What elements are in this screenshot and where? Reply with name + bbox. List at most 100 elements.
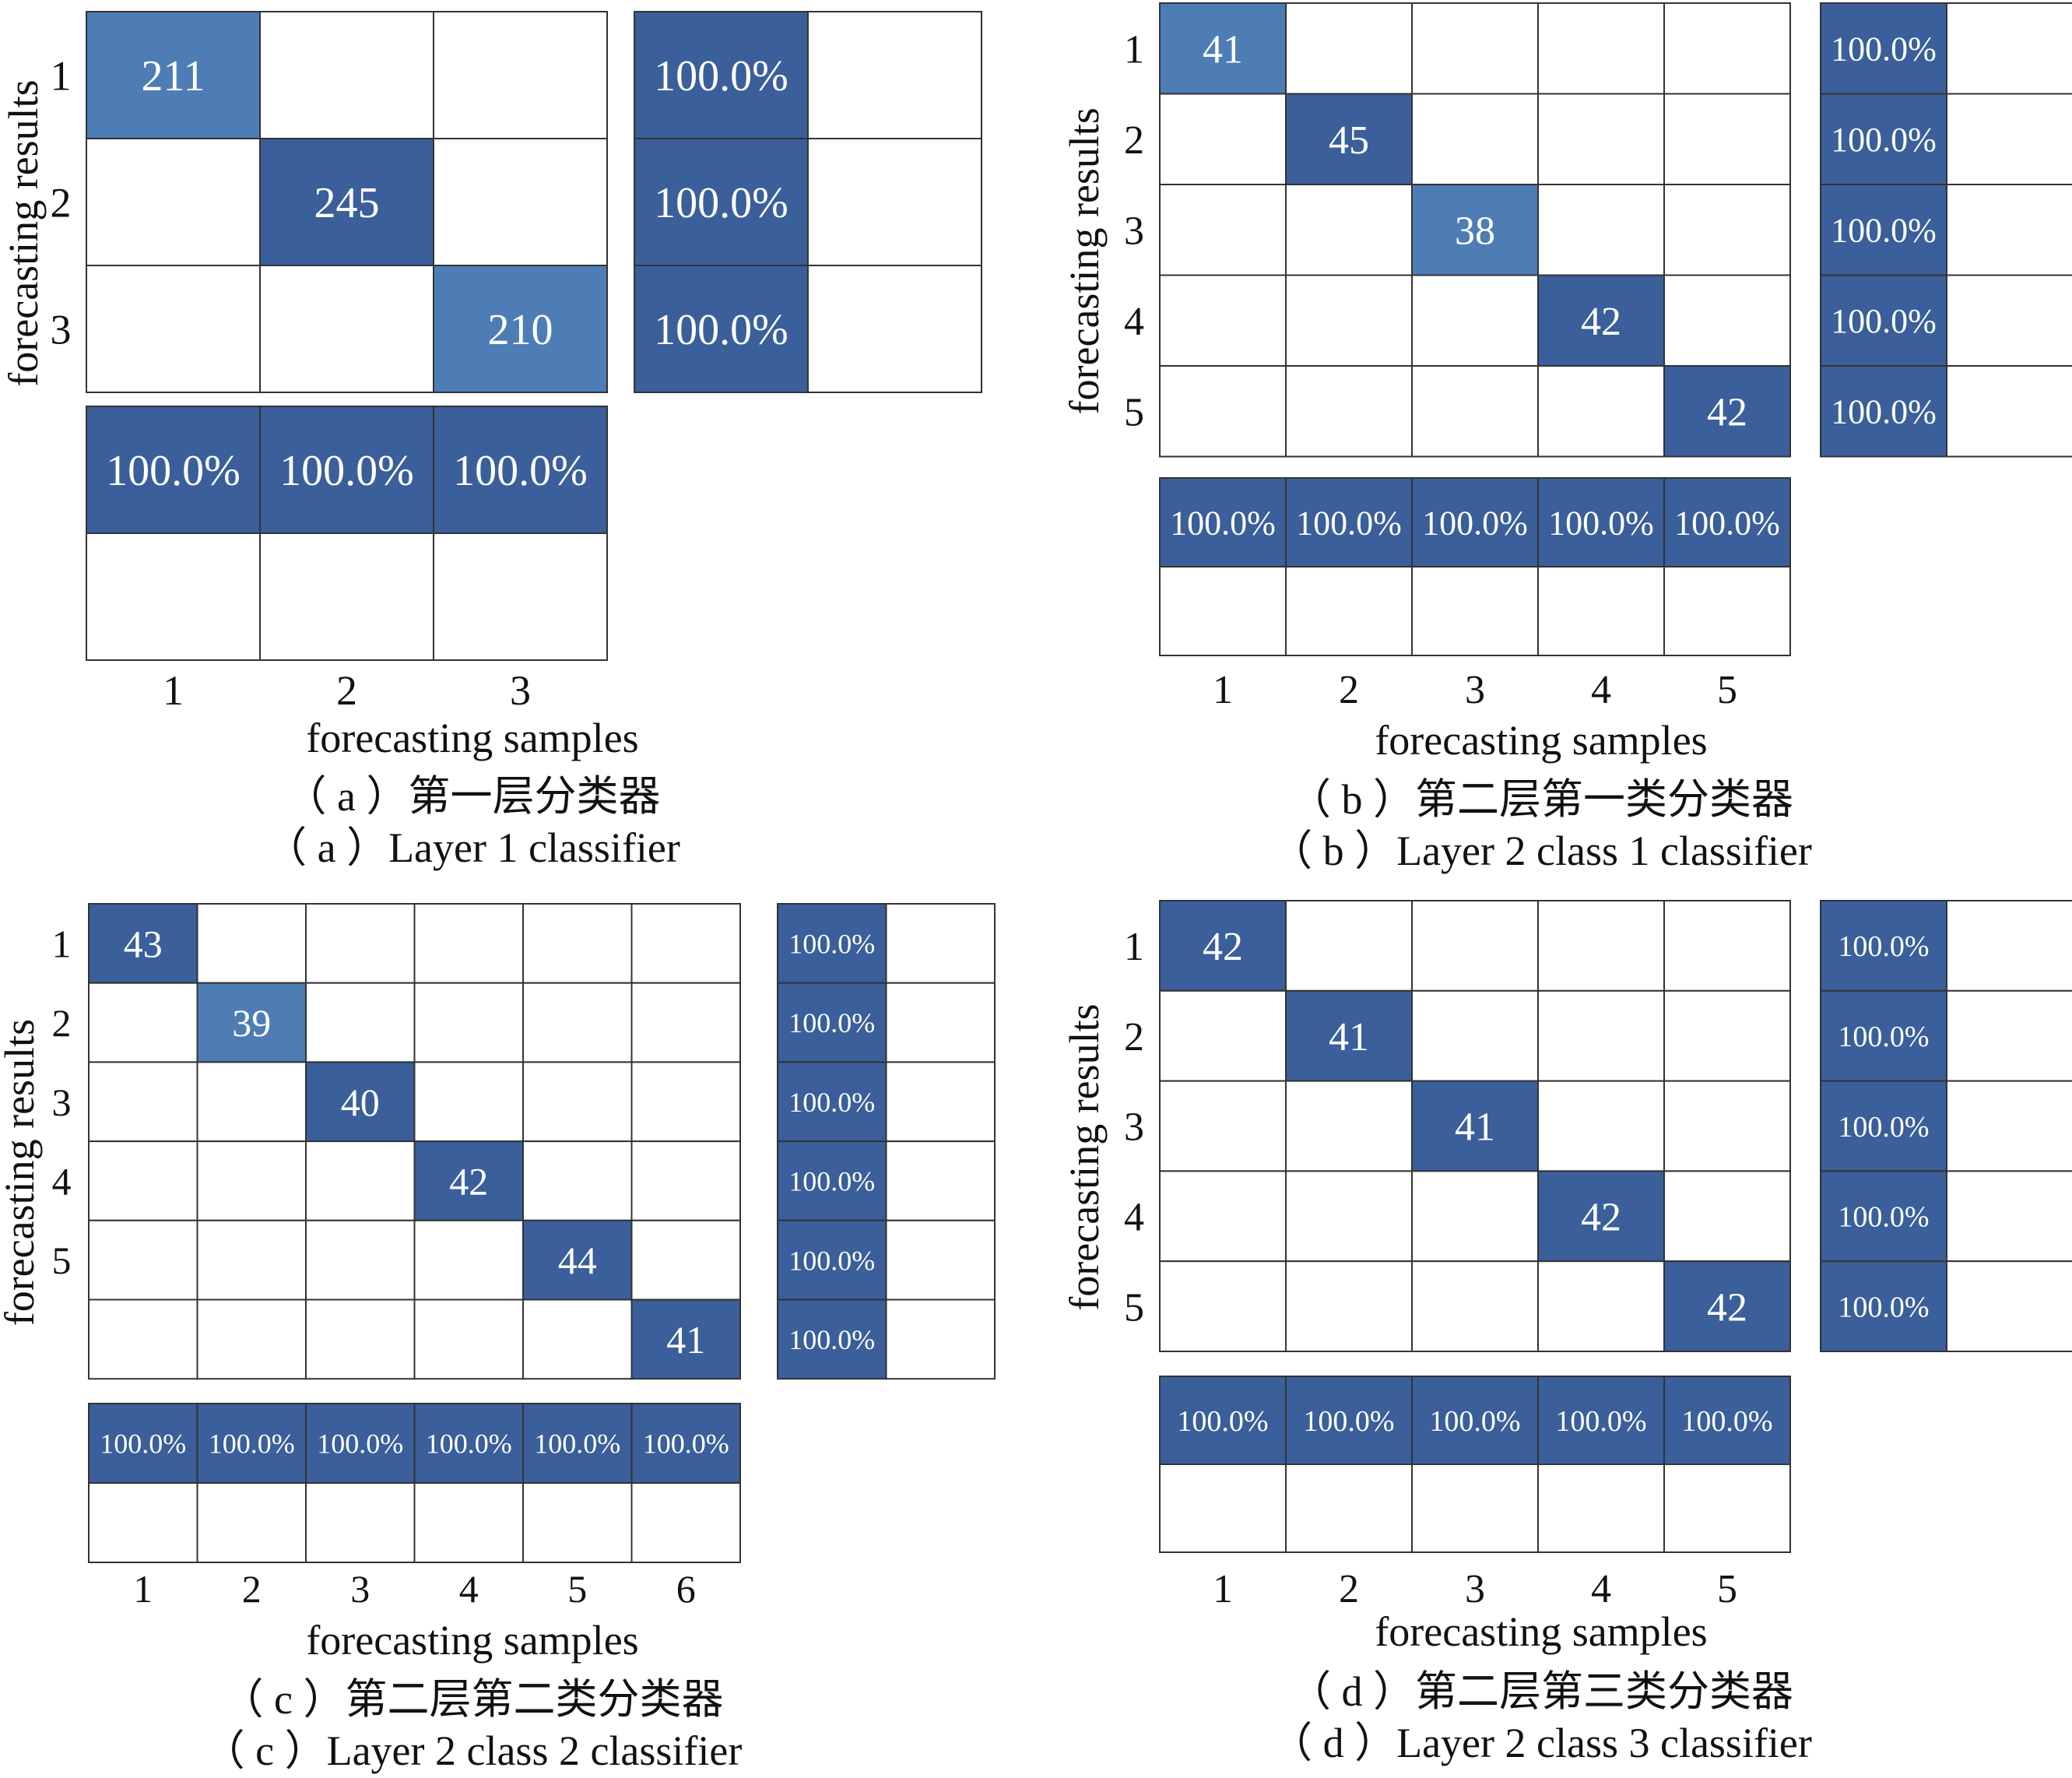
row-rate-value: 100.0% xyxy=(1831,212,1937,250)
matrix-cell xyxy=(305,982,416,1063)
matrix-cell xyxy=(1159,1170,1287,1263)
matrix-cell xyxy=(1663,989,1791,1082)
matrix-cell xyxy=(630,1061,741,1143)
col-rate-value: 100.0% xyxy=(279,447,414,495)
row-rate-cell xyxy=(1820,365,1947,458)
matrix-cell xyxy=(1663,93,1791,185)
col-error-cell xyxy=(1663,1464,1791,1553)
diagonal-value: 41 xyxy=(1455,1105,1495,1150)
col-error-cell xyxy=(1537,1464,1665,1553)
matrix-cell xyxy=(1159,365,1287,458)
matrix-cell xyxy=(88,1140,198,1221)
row-rate-cell xyxy=(1820,93,1947,185)
y-tick-label: 1 xyxy=(1124,925,1144,969)
row-error-cell xyxy=(885,1298,996,1380)
matrix-cell xyxy=(1159,1080,1287,1172)
diagonal-value: 42 xyxy=(1581,300,1621,344)
matrix-cell xyxy=(630,903,741,984)
col-error-cell xyxy=(1537,566,1665,656)
row-error-cell xyxy=(1946,365,2072,458)
row-error-cell xyxy=(1946,184,2072,276)
col-error-cell xyxy=(305,1482,416,1563)
row-rate-value: 100.0% xyxy=(1831,302,1937,340)
diagonal-value: 42 xyxy=(449,1159,488,1203)
diagonal-cell xyxy=(305,1061,416,1143)
x-tick-label: 2 xyxy=(1339,668,1359,712)
x-axis-label: forecasting samples xyxy=(1375,1608,1707,1655)
row-error-cell xyxy=(807,265,982,393)
y-axis-label: forecasting results xyxy=(1061,1003,1108,1310)
col-error-cell xyxy=(86,532,261,661)
matrix-cell xyxy=(1663,1170,1791,1263)
matrix-cell xyxy=(413,1298,524,1380)
diagonal-value: 42 xyxy=(1581,1196,1621,1240)
matrix-cell xyxy=(1663,900,1791,992)
col-rate-value: 100.0% xyxy=(1674,504,1780,542)
matrix-cell xyxy=(1537,184,1665,276)
col-error-cell xyxy=(88,1482,198,1563)
row-rate-cell xyxy=(634,138,809,266)
matrix-cell xyxy=(259,11,434,139)
col-rate-value: 100.0% xyxy=(106,447,241,495)
row-rate-value: 100.0% xyxy=(788,928,875,959)
row-rate-value: 100.0% xyxy=(1838,1111,1929,1144)
y-tick-label: 2 xyxy=(1124,1015,1144,1059)
diagonal-cell xyxy=(259,138,434,266)
row-error-cell xyxy=(885,903,996,984)
row-rate-cell xyxy=(777,903,887,984)
x-tick-label: 1 xyxy=(133,1567,153,1611)
row-rate-value: 100.0% xyxy=(788,1166,875,1197)
row-rate-value: 100.0% xyxy=(654,306,788,354)
matrix-cell xyxy=(1411,365,1539,458)
panel-d: 4241414242100.0%100.0%100.0%100.0%100.0%… xyxy=(1061,900,2072,1766)
col-rate-cell xyxy=(1537,477,1665,567)
row-rate-value: 100.0% xyxy=(788,1007,875,1038)
diagonal-value: 38 xyxy=(1455,209,1495,253)
y-tick-label: 3 xyxy=(1124,1105,1144,1150)
row-rate-value: 100.0% xyxy=(788,1087,875,1118)
diagonal-value: 245 xyxy=(314,179,380,227)
col-rate-value: 100.0% xyxy=(643,1428,729,1460)
y-axis-label: forecasting results xyxy=(1061,107,1108,414)
matrix-cell xyxy=(88,1298,198,1380)
x-tick-label: 5 xyxy=(1717,668,1737,712)
row-rate-value: 100.0% xyxy=(788,1324,875,1355)
y-tick-label: 2 xyxy=(52,1001,72,1045)
row-error-cell xyxy=(1946,2,2072,95)
panel-b: 4145384242100.0%100.0%100.0%100.0%100.0%… xyxy=(1061,2,2072,874)
diagonal-cell xyxy=(1537,1170,1665,1263)
row-error-cell xyxy=(885,982,996,1063)
y-tick-label: 4 xyxy=(1124,1196,1144,1240)
col-rate-value: 100.0% xyxy=(1296,504,1402,542)
matrix-cell xyxy=(522,1140,633,1221)
diagonal-value: 42 xyxy=(1707,1285,1747,1330)
col-rate-value: 100.0% xyxy=(100,1428,186,1460)
diagonal-value: 42 xyxy=(1203,925,1243,969)
col-rate-value: 100.0% xyxy=(1422,504,1528,542)
row-error-cell xyxy=(1946,1080,2072,1172)
col-rate-cell xyxy=(1285,1376,1413,1465)
x-tick-label: 5 xyxy=(567,1567,587,1611)
x-tick-label: 1 xyxy=(1213,1567,1233,1611)
matrix-cell xyxy=(1663,184,1791,276)
row-error-cell xyxy=(807,138,982,266)
row-rate-cell xyxy=(1820,184,1947,276)
row-error-cell xyxy=(885,1219,996,1301)
col-error-cell xyxy=(1285,566,1413,656)
matrix-cell xyxy=(1285,900,1413,992)
x-tick-label: 2 xyxy=(242,1567,262,1611)
matrix-cell xyxy=(1159,274,1287,367)
diagonal-cell xyxy=(88,903,198,984)
matrix-cell xyxy=(522,1298,633,1380)
y-tick-label: 2 xyxy=(51,179,72,226)
y-tick-label: 1 xyxy=(52,922,72,965)
matrix-cell xyxy=(196,903,307,984)
row-rate-cell xyxy=(1820,1080,1947,1172)
y-tick-label: 4 xyxy=(1124,300,1144,344)
y-tick-label: 5 xyxy=(52,1239,72,1282)
row-rate-value: 100.0% xyxy=(654,179,788,227)
matrix-cell xyxy=(1663,2,1791,95)
col-error-cell xyxy=(1663,566,1791,656)
col-error-cell xyxy=(196,1482,307,1563)
matrix-cell xyxy=(196,1298,307,1380)
